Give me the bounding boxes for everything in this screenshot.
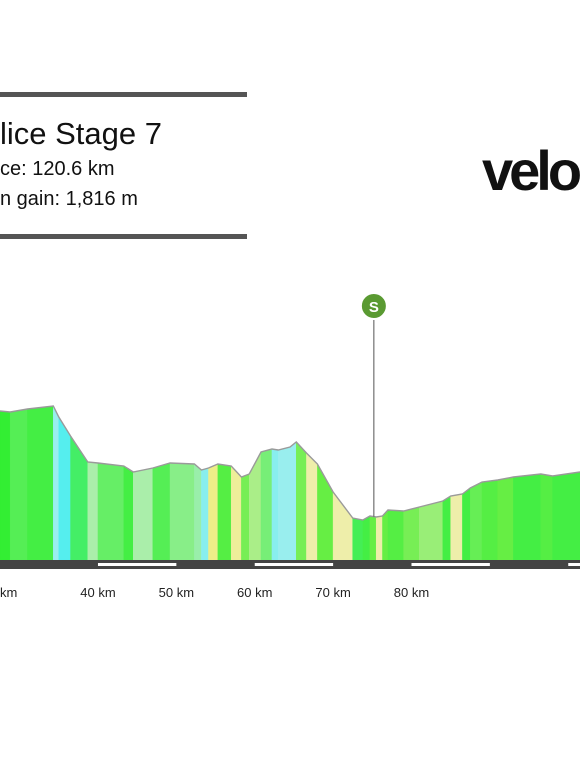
profile-segment [369,515,377,561]
profile-segment [169,462,195,561]
profile-segment [552,471,580,561]
profile-segment [123,465,134,561]
profile-segment [470,481,483,561]
x-tick-label: 60 km [237,585,272,600]
profile-outline [0,405,580,521]
profile-segment [362,515,371,561]
elevation-gain-stat: n gain: 1,816 m [0,188,138,210]
profile-segment [152,462,171,561]
stage-title-box: lice Stage 7 ce: 120.6 km n gain: 1,816 … [0,92,247,241]
profile-segment [27,405,54,561]
profile-segment [194,463,202,561]
profile-segment [375,515,383,561]
profile-segment [462,487,471,561]
profile-segment [442,495,451,561]
profile-segment [277,446,291,561]
profile-segment [260,448,273,561]
profile-segment [481,479,498,561]
x-axis-band [97,563,177,566]
profile-segment [230,465,242,561]
elevation-profile-chart: km 40 km 50 km 60 km 70 km 80 km S [0,292,580,600]
sprint-marker-icon [359,292,388,320]
profile-segment [403,506,420,561]
profile-segment [132,467,154,561]
x-tick-label: 80 km [394,585,429,600]
x-tick-label: 50 km [159,585,194,600]
x-axis-band [568,563,580,566]
profile-segment [70,435,89,561]
profile-segment [540,473,553,561]
profile-segment [289,441,297,561]
x-tick-label: 70 km [315,585,350,600]
profile-segment [58,416,71,561]
brand-logo: velo [482,139,580,202]
x-tick-label: km [0,585,17,600]
title-top-rule [0,92,247,97]
profile-segment [53,405,60,561]
stage-title: lice Stage 7 [0,116,162,151]
profile-segment [352,517,364,561]
profile-segment [241,473,250,561]
profile-segment [332,491,353,561]
profile-segment [87,461,99,561]
profile-segment [450,493,463,561]
x-axis-band [254,563,334,566]
profile-segment [0,410,11,561]
distance-stat: ce: 120.6 km [0,158,115,180]
profile-segment [296,441,307,561]
profile-segment [306,452,318,561]
profile-segment [9,408,28,561]
profile-segment [513,473,542,561]
x-tick-label: 40 km [80,585,115,600]
title-bottom-rule [0,234,247,239]
profile-segment [217,463,232,561]
x-axis-band [411,563,490,566]
profile-segment [248,451,262,561]
profile-segment [382,509,389,561]
profile-segment [387,509,404,561]
profile-segment [271,448,279,561]
sprint-marker-label: S [369,299,379,316]
profile-segment [497,476,514,561]
profile-segment [208,463,219,561]
profile-segment [97,462,125,561]
profile-segment [201,467,209,561]
profile-segment [419,500,444,561]
